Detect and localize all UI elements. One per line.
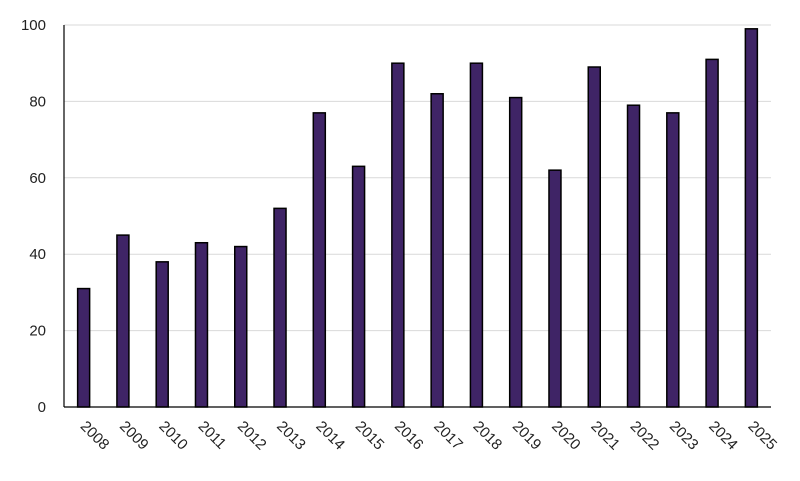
bar-2015 bbox=[351, 165, 366, 408]
y-tick-label: 60 bbox=[29, 170, 46, 187]
bar-2008 bbox=[76, 287, 91, 408]
y-tick-label: 80 bbox=[29, 93, 46, 110]
x-tick-label: 2019 bbox=[509, 418, 545, 454]
bar-2016 bbox=[391, 62, 405, 408]
bar-2021 bbox=[587, 66, 601, 408]
x-tick-label: 2021 bbox=[587, 418, 623, 454]
x-tick-label: 2009 bbox=[116, 418, 152, 454]
x-tick-labels: 2008 2009 2010 2011 2012 2013 2014 2015 2016 2017… bbox=[77, 418, 780, 454]
x-tick-label: 2014 bbox=[312, 418, 348, 454]
bar-2013 bbox=[273, 207, 287, 408]
bar-2010 bbox=[155, 261, 169, 408]
bar-2018 bbox=[469, 62, 484, 408]
y-tick-label: 0 bbox=[38, 399, 46, 416]
bar-2024 bbox=[705, 58, 719, 408]
y-tick-labels: 0 20 40 60 80 100 bbox=[21, 17, 46, 416]
y-tick-label: 20 bbox=[29, 323, 46, 340]
x-tick-label: 2008 bbox=[77, 418, 113, 454]
x-tick-label: 2013 bbox=[273, 418, 309, 454]
bars bbox=[76, 28, 759, 408]
x-tick-label: 2023 bbox=[666, 418, 702, 454]
bar-2014 bbox=[312, 112, 327, 408]
x-tick-label: 2022 bbox=[627, 418, 663, 454]
x-tick-label: 2025 bbox=[745, 418, 781, 454]
x-tick-label: 2012 bbox=[234, 418, 270, 454]
y-tick-label: 100 bbox=[21, 17, 46, 34]
x-tick-label: 2016 bbox=[391, 418, 427, 454]
x-tick-label: 2010 bbox=[155, 418, 191, 454]
bar-2012 bbox=[234, 245, 248, 408]
bar-2009 bbox=[116, 234, 130, 408]
x-tick-label: 2015 bbox=[352, 418, 388, 454]
y-tick-label: 40 bbox=[29, 246, 46, 263]
x-tick-label: 2024 bbox=[705, 418, 741, 454]
bar-2011 bbox=[194, 241, 209, 408]
bar-2023 bbox=[666, 112, 680, 408]
x-tick-label: 2020 bbox=[548, 418, 584, 454]
bar-2019 bbox=[508, 96, 523, 408]
x-tick-label: 2017 bbox=[430, 418, 466, 454]
bar-2025 bbox=[744, 28, 759, 408]
bar-2017 bbox=[430, 93, 444, 408]
gridlines bbox=[64, 24, 771, 332]
x-tick-label: 2018 bbox=[470, 418, 506, 454]
bar-2022 bbox=[626, 104, 641, 408]
x-tick-label: 2011 bbox=[195, 418, 230, 453]
bar-2020 bbox=[548, 169, 562, 408]
